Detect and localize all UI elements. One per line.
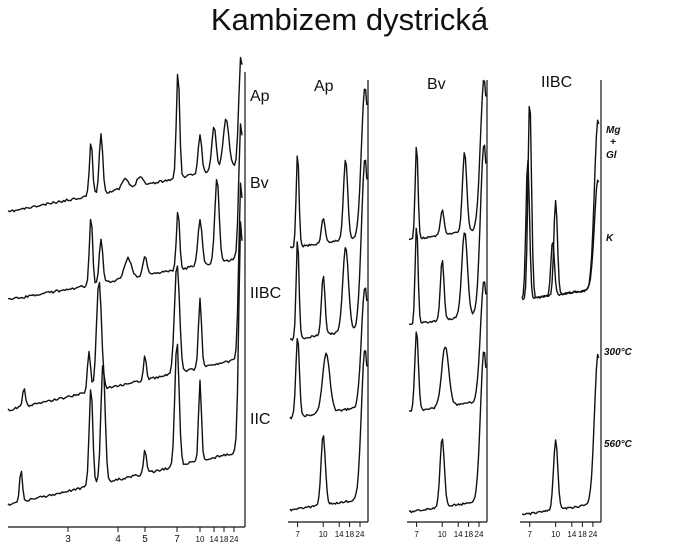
clay-trace-iibc-1	[521, 105, 600, 301]
clay-panel-tick-label: 7	[295, 530, 300, 539]
treatment-label-k: K	[606, 233, 614, 244]
whole-soil-tick-label: 10	[196, 535, 205, 544]
whole-soil-tick-label: 3	[65, 534, 71, 545]
clay-panel-tick-label: 18	[345, 530, 354, 539]
chart-title: Kambizem dystrická	[210, 2, 489, 37]
clay-panel-tick-label: 24	[588, 530, 597, 539]
clay-panel-tick-label: 18	[578, 530, 587, 539]
clay-trace-bv-3	[409, 281, 487, 412]
treatment-label-mg: Mg	[606, 125, 620, 136]
clay-panel-bv-label: Bv	[427, 76, 446, 93]
treatment-label-300c: 300°C	[604, 347, 633, 358]
clay-trace-iibc-2	[521, 159, 600, 300]
clay-panel-tick-label: 18	[464, 530, 473, 539]
treatment-label-gl: Gl	[606, 150, 617, 161]
treatment-label-plus: +	[610, 137, 616, 148]
whole-soil-trace-bv	[7, 123, 243, 300]
clay-trace-bv-2	[408, 144, 487, 325]
clay-trace-ap-1	[289, 88, 368, 249]
clay-panel-tick-label: 10	[438, 530, 447, 539]
clay-trace-ap-3	[289, 287, 368, 420]
clay-panel-tick-label: 7	[414, 530, 419, 539]
horizon-label-ap: Ap	[250, 88, 270, 105]
whole-soil-tick-label: 24	[230, 535, 239, 544]
clay-panel-tick-label: 24	[356, 530, 365, 539]
clay-trace-bv-4	[409, 351, 487, 514]
whole-soil-tick-label: 18	[220, 535, 229, 544]
horizon-label-bv: Bv	[250, 175, 269, 192]
clay-trace-iibc-4	[521, 353, 600, 516]
whole-soil-tick-label: 7	[174, 534, 180, 545]
clay-panel-tick-label: 14	[454, 530, 463, 539]
clay-panel-iibc-label: IIBC	[541, 74, 572, 91]
whole-soil-tick-label: 4	[115, 534, 121, 545]
clay-panel-tick-label: 10	[319, 530, 328, 539]
clay-trace-ap-2	[290, 159, 368, 341]
whole-soil-trace-iic	[7, 221, 243, 506]
whole-soil-trace-ap	[7, 56, 243, 213]
treatment-label-560c: 560°C	[604, 439, 633, 450]
clay-panel-tick-label: 14	[567, 530, 576, 539]
clay-trace-bv-1	[408, 79, 487, 241]
clay-trace-ap-4	[289, 350, 368, 512]
horizon-label-iic: IIC	[250, 411, 270, 428]
horizon-label-iibc: IIBC	[250, 285, 281, 302]
whole-soil-tick-label: 5	[142, 534, 148, 545]
whole-soil-trace-iibc	[7, 182, 243, 412]
clay-panel-tick-label: 24	[475, 530, 484, 539]
clay-panel-tick-label: 7	[527, 530, 532, 539]
clay-panel-tick-label: 10	[551, 530, 560, 539]
clay-panel-tick-label: 14	[335, 530, 344, 539]
whole-soil-tick-label: 14	[210, 535, 219, 544]
clay-panel-ap-label: Ap	[314, 78, 334, 95]
